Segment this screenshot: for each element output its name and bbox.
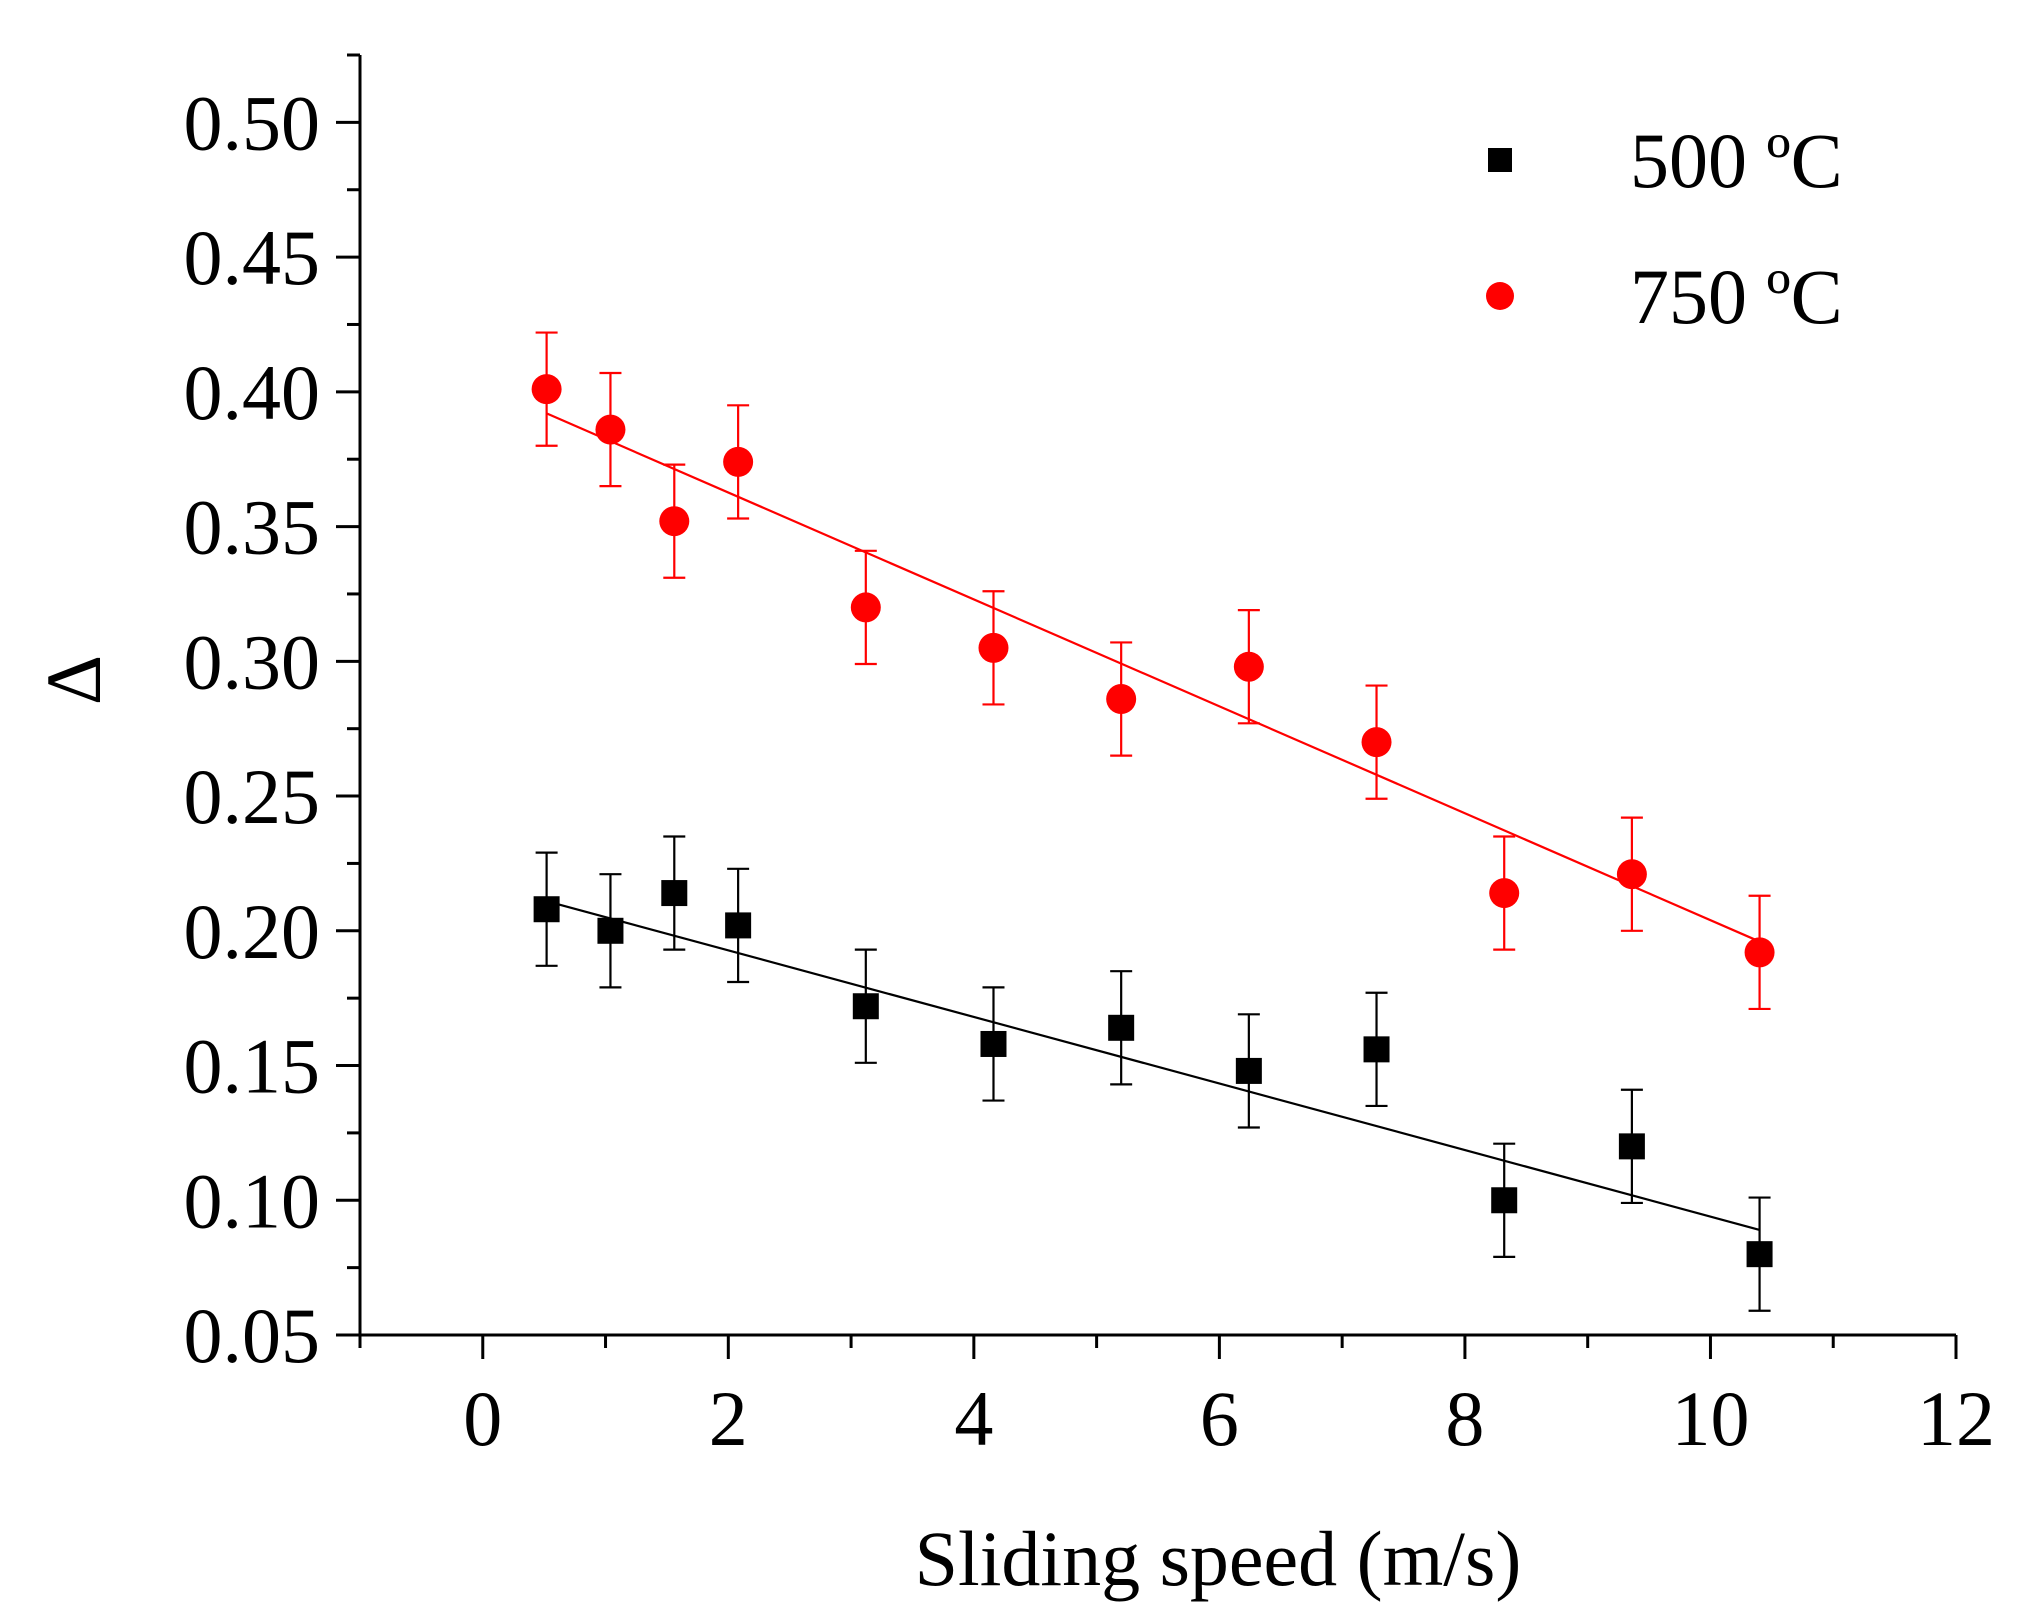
y-axis-title: Δ xyxy=(30,655,117,705)
data-point-square xyxy=(1363,1036,1390,1063)
data-point-square xyxy=(597,917,624,944)
data-point-circle xyxy=(1233,651,1264,682)
y-tick-label: 0.05 xyxy=(184,1292,321,1379)
data-point-circle xyxy=(659,506,690,537)
data-point-square xyxy=(661,880,688,907)
legend: 500 ºC 750 ºC xyxy=(1486,117,1843,340)
data-point-square xyxy=(1746,1241,1773,1268)
x-tick-label: 0 xyxy=(463,1375,502,1462)
data-point-circle xyxy=(1361,727,1392,758)
data-point-square xyxy=(980,1030,1007,1057)
legend-label: 750 ºC xyxy=(1630,253,1843,340)
x-tick-label: 8 xyxy=(1445,1375,1484,1462)
x-tick-label: 6 xyxy=(1200,1375,1239,1462)
x-tick-label: 10 xyxy=(1671,1375,1749,1462)
y-tick-label: 0.30 xyxy=(184,618,321,705)
y-tick-label: 0.15 xyxy=(184,1023,321,1110)
data-point-square xyxy=(852,993,879,1020)
fit-line-series-1 xyxy=(546,900,1760,1231)
data-point-square xyxy=(1108,1014,1135,1041)
data-point-circle xyxy=(850,592,881,623)
data-point-circle xyxy=(1106,684,1137,715)
data-point-square xyxy=(725,912,752,939)
x-tick-label: 2 xyxy=(709,1375,748,1462)
y-tick-label: 0.45 xyxy=(184,214,321,301)
data-point-circle xyxy=(723,446,754,477)
x-tick-label: 12 xyxy=(1917,1375,1995,1462)
error-bars xyxy=(535,331,1771,1312)
legend-marker-circle xyxy=(1486,282,1514,310)
y-tick-label: 0.25 xyxy=(184,753,321,840)
data-point-circle xyxy=(1616,859,1647,890)
data-markers xyxy=(531,374,1775,1268)
data-point-circle xyxy=(1489,878,1520,909)
y-tick-label: 0.20 xyxy=(184,888,321,975)
data-point-square xyxy=(1618,1133,1645,1160)
axes: 0.05 0.10 0.15 0.20 0.25 0.30 0.35 0.40 0.45 0.50… xyxy=(30,53,1995,1602)
legend-label: 500 ºC xyxy=(1630,117,1843,204)
data-point-square xyxy=(533,896,560,923)
data-point-square xyxy=(1235,1057,1262,1084)
data-point-square xyxy=(1491,1187,1518,1214)
fit-line-series-2 xyxy=(546,412,1761,943)
legend-marker-square xyxy=(1488,148,1512,172)
data-point-circle xyxy=(978,632,1009,663)
y-tick-label: 0.50 xyxy=(184,79,321,166)
x-tick-label: 4 xyxy=(954,1375,993,1462)
x-axis-title: Sliding speed (m/s) xyxy=(915,1515,1522,1602)
data-point-circle xyxy=(1744,937,1775,968)
y-tick-label: 0.40 xyxy=(184,349,321,436)
y-tick-label: 0.10 xyxy=(184,1157,321,1244)
data-point-circle xyxy=(595,414,626,445)
data-point-circle xyxy=(531,374,562,405)
fit-lines xyxy=(546,412,1761,1231)
y-tick-label: 0.35 xyxy=(184,484,321,571)
